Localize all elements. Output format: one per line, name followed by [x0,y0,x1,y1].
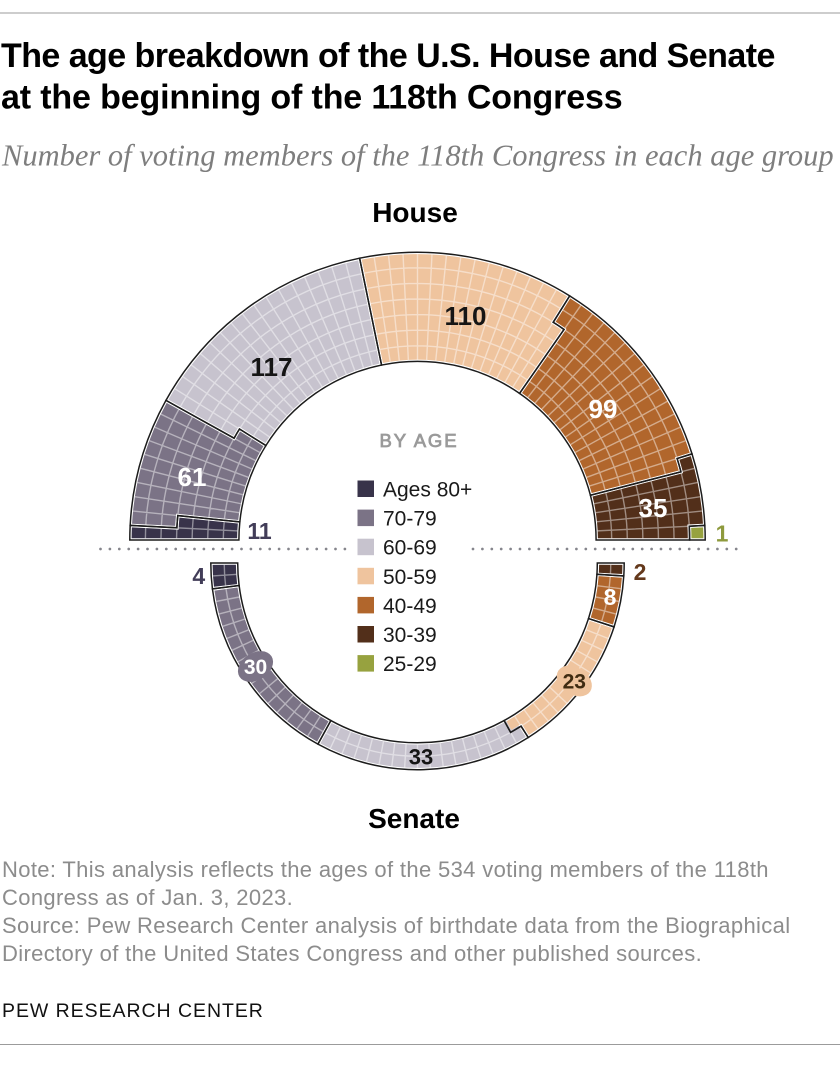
svg-text:Congress as of Jan. 3, 2023.: Congress as of Jan. 3, 2023. [2,885,293,910]
svg-text:PEW RESEARCH CENTER: PEW RESEARCH CENTER [2,1000,264,1022]
svg-text:House: House [372,197,458,228]
svg-text:25-29: 25-29 [383,653,437,676]
svg-text:1: 1 [716,520,729,546]
svg-text:Source: Pew Research Center an: Source: Pew Research Center analysis of … [2,913,790,938]
svg-text:BY AGE: BY AGE [380,430,459,451]
svg-text:The age breakdown of the U.S.: The age breakdown of the U.S. House and … [1,37,775,75]
svg-text:4: 4 [192,563,205,589]
svg-text:2: 2 [634,559,647,585]
svg-text:23: 23 [563,671,586,694]
svg-text:70-79: 70-79 [383,508,437,531]
svg-text:Number of voting members of th: Number of voting members of the 118th Co… [1,139,834,173]
svg-text:110: 110 [445,301,487,331]
svg-text:61: 61 [178,462,207,492]
svg-text:11: 11 [247,518,272,544]
svg-text:8: 8 [604,584,617,610]
svg-text:60-69: 60-69 [383,537,437,560]
svg-text:117: 117 [251,352,293,382]
svg-text:Ages 80+: Ages 80+ [383,479,472,502]
svg-text:Senate: Senate [368,803,460,834]
svg-text:33: 33 [409,744,433,769]
svg-text:35: 35 [639,493,668,523]
svg-text:99: 99 [589,394,618,424]
svg-text:50-59: 50-59 [383,566,437,589]
svg-text:Note: This analysis reflects t: Note: This analysis reflects the ages of… [2,857,769,882]
svg-text:40-49: 40-49 [383,595,437,618]
svg-text:at the beginning of the 118th: at the beginning of the 118th Congress [1,79,622,117]
svg-text:30-39: 30-39 [383,624,437,647]
svg-text:Directory of the United States: Directory of the United States Congress … [2,941,702,966]
svg-text:30: 30 [244,656,267,679]
